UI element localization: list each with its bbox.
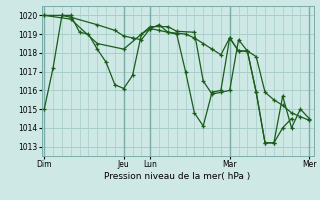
X-axis label: Pression niveau de la mer( hPa ): Pression niveau de la mer( hPa ) bbox=[104, 172, 251, 181]
